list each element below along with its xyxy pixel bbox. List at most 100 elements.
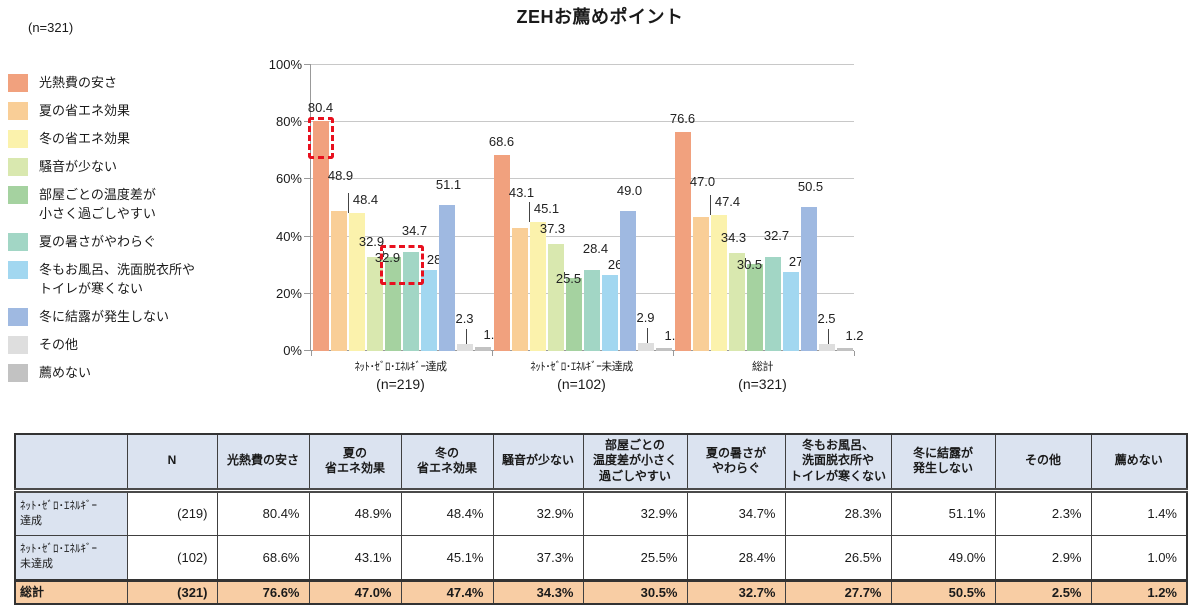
table-header-cell [14,433,128,493]
bar-value-label: 2.3 [455,311,474,327]
table-cell: 43.1% [308,534,402,581]
label-leader-line [382,250,384,257]
table-cell: 51.1% [890,489,996,536]
bar [366,256,383,351]
table-cell: 48.9% [308,489,402,536]
table-cell: 34.7% [686,489,786,536]
bar-slot: 25.5 [556,65,582,351]
table-header-cell: 冬に結露が 発生しない [890,433,996,493]
legend-label: 冬に結露が発生しない [39,309,170,324]
table-cell: 26.5% [784,534,892,581]
bar-slot: 27.7 [782,65,814,351]
table-cell: 32.7% [686,578,786,605]
legend-item: 冬に結露が発生しない [8,307,258,326]
n-cell: (219) [126,489,218,536]
y-axis-label: 60% [275,171,302,187]
bar [619,210,636,351]
bar [818,343,835,351]
bar [384,256,401,351]
summary-table: N 光熱費の安さ 夏の 省エネ効果 冬の 省エネ効果 騒音が少ない 部屋ごとの 温度差が小… [14,433,1188,605]
group-n-label: (n=219) [376,376,425,392]
highlight-box [379,245,424,286]
legend-item: 夏の暑さがやわらぐ [8,232,258,251]
legend-label: 夏の省エネ効果 [39,103,131,118]
gridline [311,350,854,351]
table-cell: 37.3% [492,534,584,581]
x-axis-group-label: ﾈｯﾄ･ｾﾞﾛ･ｴﾈﾙｷﾞｰ未達成 [530,361,633,373]
legend-swatch [8,186,28,204]
table-cell: 34.3% [492,578,584,605]
legend-item: 薦めない [8,363,258,382]
bar [692,216,709,351]
bar-slot: 2.5 [817,65,836,351]
bar-slot: 34.7 [402,65,427,351]
gridline [311,64,854,65]
x-axis-group-label: 総計 [752,361,774,373]
table-cell: 1.0% [1090,534,1188,581]
bar-value-label: 34.3 [720,229,747,245]
x-axis-tick [673,351,674,356]
bar-value-label: 48.9 [327,168,354,184]
bar-slot: 1.4 [474,65,502,351]
bar-group: 68.6 43.145.1 37.3 25.528.426.549.0 2.91.0 [488,65,683,351]
table-header-row: N 光熱費の安さ 夏の 省エネ効果 冬の 省エネ効果 騒音が少ない 部屋ごとの 温度差が小… [14,433,1188,493]
legend-swatch [8,130,28,148]
bar-slot: 28.4 [583,65,608,351]
gridline [311,292,854,294]
table-cell: 47.4% [400,578,494,605]
bar [511,227,528,351]
bar [674,131,691,351]
bar [710,215,727,351]
table-cell: 68.6% [216,534,310,581]
table-cell: 32.9% [582,489,688,536]
gridline [311,235,854,237]
table-cell: 1.2% [1090,578,1188,605]
bar-value-label: 68.6 [488,133,515,149]
bar-slot: 47.4 [709,65,740,351]
bar-slot: 28.3 [420,65,452,351]
bar [800,206,817,351]
x-axis-tick [492,351,493,356]
legend-label: 薦めない [39,365,92,380]
y-axis-tick [304,292,311,294]
bar-value-label: 47.4 [714,194,741,210]
bar [547,244,564,351]
table-cell: 28.4% [686,534,786,581]
table-cell: 48.4% [400,489,494,536]
plot-area: 80.448.948.432.932.934.728.351.12.31.468… [304,64,864,356]
table-cell: 30.5% [582,578,688,605]
legend-item: 冬の省エネ効果 [8,129,258,148]
table-header-cell: 冬もお風呂、 洗面脱衣所や トイレが寒くない [784,433,892,493]
bar [493,154,510,351]
bar-value-label: 34.7 [401,222,428,238]
bar [402,251,419,351]
y-axis-tick [304,64,311,65]
bar [836,347,853,351]
row-label-cell: 総計 [14,578,128,605]
legend-label: 光熱費の安さ [39,75,118,90]
bar-slot: 45.1 [528,65,559,351]
total-row: 総計 (321) 76.6% 47.0% 47.4% 34.3% 30.5% 32.7% 27.… [14,578,1188,605]
sample-size-note: (n=321) [28,20,74,35]
bar [764,257,781,351]
bar-slot: 48.4 [347,65,378,351]
bar [348,212,365,351]
bar-value-label: 51.1 [435,176,462,192]
legend-item: 夏の省エネ効果 [8,101,258,120]
legend-label: 冬もお風呂、洗面脱衣所や トイレが寒くない [39,262,196,296]
bar-slot: 37.3 [540,65,565,351]
legend-item: 光熱費の安さ [8,73,258,92]
bar [782,271,799,351]
bar-slot: 2.9 [636,65,655,351]
bar-value-label: 30.5 [736,256,763,272]
x-axis-tick [311,351,312,356]
bar [746,263,763,351]
row-label-cell: ﾈｯﾄ･ｾﾞﾛ･ｴﾈﾙｷﾞｰ 達成 [14,489,128,536]
bar-slot: 48.9 [328,65,353,351]
y-axis-tick [304,350,311,351]
table-cell: 76.6% [216,578,310,605]
label-leader-line [709,195,711,216]
row-label-cell: ﾈｯﾄ･ｾﾞﾛ･ｴﾈﾙｷﾞｰ 未達成 [14,534,128,581]
bar-slot: 50.5 [798,65,823,351]
label-leader-line [563,272,565,279]
